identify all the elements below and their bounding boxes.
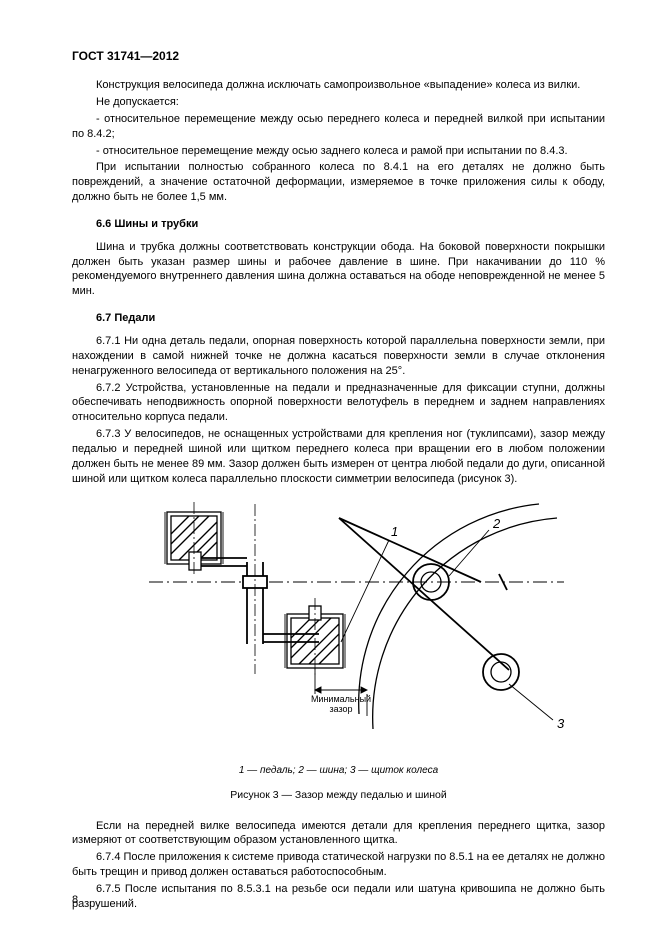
para-6-5-1: Конструкция велосипеда должна исключать … (72, 78, 605, 93)
para-6-7-5: 6.7.5 После испытания по 8.5.3.1 на резь… (72, 882, 605, 912)
para-6-5-5: При испытании полностью собранного колес… (72, 160, 605, 205)
para-6-5-2: Не допускается: (72, 95, 605, 110)
page-number: 8 (72, 893, 78, 908)
figure-label-min-gap-2: зазор (329, 704, 352, 714)
para-6-5-3: - относительное перемещение между осью п… (72, 112, 605, 142)
figure-callout-3: 3 (557, 716, 565, 731)
gost-header: ГОСТ 31741—2012 (72, 48, 605, 64)
para-6-7-1: 6.7.1 Ни одна деталь педали, опорная пов… (72, 334, 605, 379)
figure-3: Минимальный зазор 1 2 3 (72, 494, 605, 754)
para-6-7-4a: Если на передней вилке велосипеда имеютс… (72, 819, 605, 849)
page: ГОСТ 31741—2012 Конструкция велосипеда д… (0, 0, 661, 936)
section-title-6-7: 6.7 Педали (72, 311, 605, 326)
figure-3-caption: Рисунок 3 — Зазор между педалью и шиной (72, 788, 605, 802)
para-6-5-4: - относительное перемещение между осью з… (72, 144, 605, 159)
section-title-6-6: 6.6 Шины и трубки (72, 217, 605, 232)
para-6-7-4b: 6.7.4 После приложения к системе привода… (72, 850, 605, 880)
para-6-7-2: 6.7.2 Устройства, установленные на педал… (72, 381, 605, 426)
figure-callout-1: 1 (391, 524, 398, 539)
figure-3-legend: 1 — педаль; 2 — шина; 3 — щиток колеса (72, 764, 605, 778)
figure-label-min-gap-1: Минимальный (310, 694, 370, 704)
para-6-6-1: Шина и трубка должны соответствовать кон… (72, 240, 605, 299)
para-6-7-3: 6.7.3 У велосипедов, не оснащенных устро… (72, 427, 605, 486)
figure-callout-2: 2 (492, 516, 501, 531)
figure-3-svg: Минимальный зазор 1 2 3 (109, 494, 569, 754)
